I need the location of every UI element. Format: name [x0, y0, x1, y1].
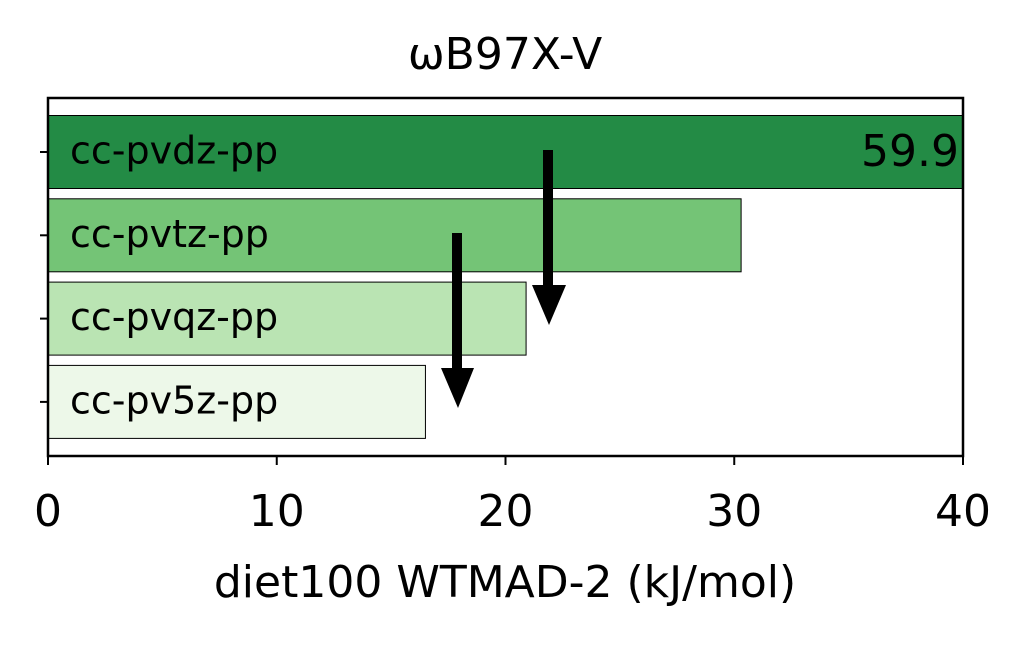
- bar: [48, 198, 742, 273]
- x-tick-label: 40: [935, 486, 991, 537]
- arrow-head: [441, 368, 474, 408]
- bar: [48, 281, 527, 356]
- x-tick-label: 0: [34, 486, 62, 537]
- category-label: cc-pvdz-pp: [70, 129, 278, 173]
- category-label: cc-pv5z-pp: [70, 378, 278, 422]
- bar: [48, 115, 963, 189]
- bars: [48, 115, 963, 439]
- x-tick-label: 30: [706, 486, 762, 537]
- value-label: 59.9: [861, 126, 959, 177]
- bar: [48, 364, 426, 439]
- category-label: cc-pvqz-pp: [70, 295, 278, 339]
- x-axis-label: diet100 WTMAD-2 (kJ/mol): [214, 557, 796, 608]
- category-label: cc-pvtz-pp: [70, 212, 269, 256]
- x-tick-label: 20: [478, 486, 534, 537]
- x-tick-label: 10: [249, 486, 305, 537]
- annotations: [441, 150, 566, 408]
- arrow-head: [532, 285, 566, 325]
- plot-frame: [46, 96, 965, 458]
- chart-title: ωB97X-V: [408, 29, 602, 80]
